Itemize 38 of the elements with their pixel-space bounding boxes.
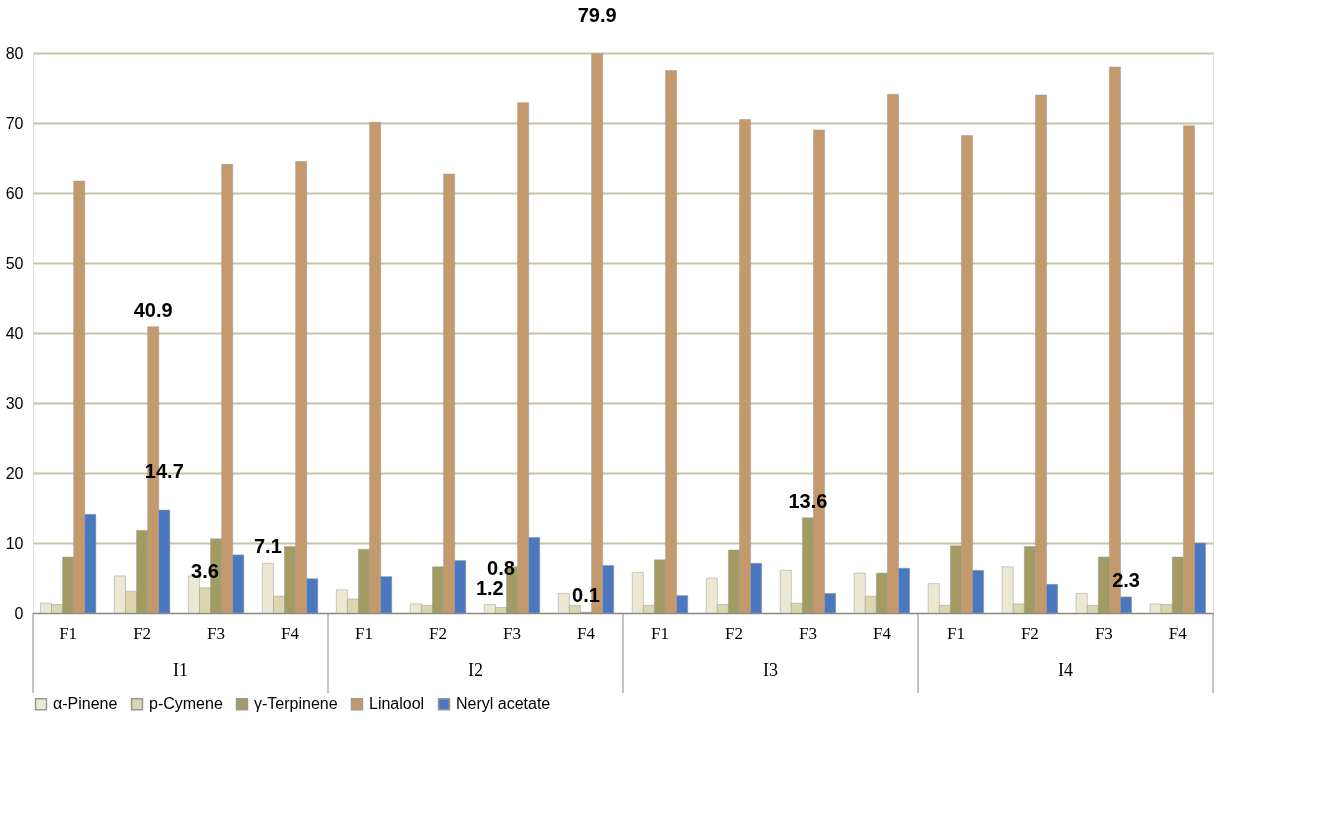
y-tick-label: 30 <box>5 394 24 412</box>
y-tick-label: 10 <box>5 534 24 552</box>
y-tick-label: 80 <box>5 44 24 62</box>
y-tick-label: 40 <box>5 324 24 342</box>
x-tick-label: F3 <box>798 623 817 643</box>
legend-label: Linalool <box>369 695 425 713</box>
x-tick-label: F3 <box>207 623 226 643</box>
x-tick-label: F4 <box>872 623 892 643</box>
text: I1 <box>173 660 188 680</box>
text: I4 <box>1058 660 1073 680</box>
x-tick-label: F4 <box>281 623 300 643</box>
data-label: 7.1 <box>253 535 282 558</box>
data-label: 40.9 <box>133 298 173 321</box>
x-tick-label: F3 <box>1094 623 1113 643</box>
legend-label: p-Cymene <box>149 695 223 713</box>
data-label: 79.9 <box>577 3 617 26</box>
legend-label: α-Pinene <box>53 695 118 713</box>
x-tick-label: F1 <box>355 623 374 643</box>
text: I2 <box>468 660 483 680</box>
text: I3 <box>763 660 778 680</box>
x-tick-label: F1 <box>946 623 965 643</box>
y-tick-label: 70 <box>5 114 24 132</box>
y-tick-label: 50 <box>5 254 24 272</box>
x-tick-label: F3 <box>503 623 522 643</box>
x-tick-label: F2 <box>724 623 743 643</box>
y-tick-label: 20 <box>5 464 24 482</box>
y-tick-label: 60 <box>5 184 24 202</box>
legend-label: γ-Terpinene <box>254 695 338 713</box>
x-tick-label: F4 <box>1168 623 1188 643</box>
x-tick-label: F2 <box>1020 623 1039 643</box>
data-label: 14.7 <box>144 460 184 483</box>
x-tick-label: F1 <box>59 623 78 643</box>
legend-label: Neryl acetate <box>456 695 551 713</box>
x-tick-label: F2 <box>429 623 448 643</box>
x-tick-label: F4 <box>577 623 596 643</box>
x-tick-label: F2 <box>133 623 152 643</box>
y-tick-label: 0 <box>14 604 24 622</box>
x-tick-label: F1 <box>651 623 669 643</box>
